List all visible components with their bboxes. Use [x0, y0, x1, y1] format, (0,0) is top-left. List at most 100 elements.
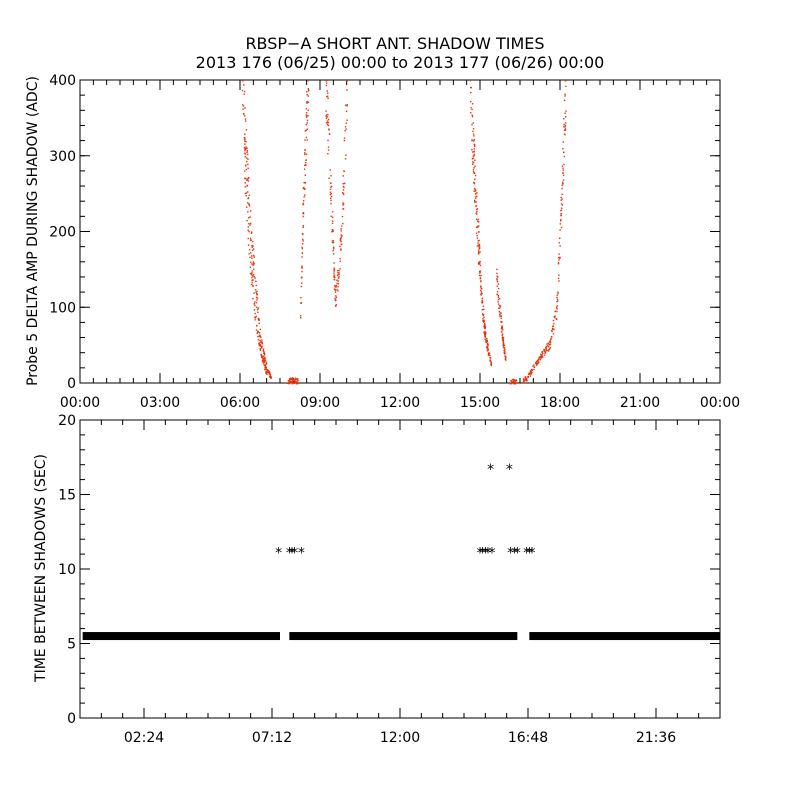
data-point — [553, 323, 555, 325]
data-point — [305, 136, 308, 139]
data-point — [306, 122, 308, 124]
data-point — [257, 331, 259, 334]
data-point — [245, 129, 248, 131]
data-point — [502, 346, 505, 348]
data-point — [248, 222, 250, 225]
data-point — [247, 158, 249, 160]
data-point — [497, 294, 499, 297]
data-point — [242, 105, 245, 107]
data-point — [257, 307, 260, 309]
data-point — [337, 272, 339, 274]
data-point — [256, 290, 258, 293]
data-point — [247, 244, 250, 246]
data-point — [306, 128, 308, 130]
data-point — [562, 174, 565, 177]
data-point — [302, 203, 304, 206]
data-point — [498, 304, 501, 307]
data-point — [249, 224, 251, 226]
data-point — [338, 273, 340, 276]
data-point — [511, 378, 514, 381]
data-point — [549, 339, 552, 341]
data-point — [496, 280, 499, 283]
data-point — [514, 380, 517, 382]
data-point — [473, 182, 476, 185]
data-point — [471, 158, 474, 160]
data-point — [483, 320, 485, 323]
data-point — [244, 156, 247, 158]
data-point: * — [485, 546, 492, 562]
data-point — [327, 152, 329, 155]
y-tick-label: 0 — [67, 376, 76, 392]
data-point — [247, 203, 250, 205]
data-point — [300, 285, 303, 288]
data-point — [527, 376, 529, 378]
data-point — [337, 285, 339, 288]
data-point — [303, 181, 305, 184]
data-point — [497, 287, 500, 290]
x-tick-label: 00:00 — [700, 395, 740, 411]
data-point — [552, 328, 554, 330]
data-point — [496, 268, 498, 271]
data-point — [331, 241, 334, 244]
data-point — [259, 334, 261, 336]
data-point — [340, 243, 343, 246]
data-point — [246, 206, 248, 208]
data-point — [300, 296, 302, 299]
data-point — [330, 186, 332, 188]
data-point — [264, 364, 266, 366]
data-point — [485, 339, 487, 341]
data-point — [557, 277, 560, 280]
data-point — [496, 278, 498, 280]
data-point — [304, 194, 306, 196]
data-point — [333, 272, 335, 274]
data-point — [345, 154, 347, 157]
data-point — [343, 182, 346, 185]
data-point — [248, 217, 250, 219]
data-point — [256, 308, 259, 311]
data-point — [244, 186, 247, 188]
data-point — [565, 110, 567, 112]
data-point — [301, 246, 303, 249]
data-point — [559, 223, 562, 225]
data-point — [473, 154, 475, 157]
data-point — [474, 188, 476, 191]
data-point — [301, 243, 304, 245]
data-point — [504, 357, 507, 359]
data-point — [471, 148, 473, 151]
data-point — [472, 140, 475, 142]
data-point — [497, 276, 499, 278]
data-point — [473, 135, 475, 137]
data-point — [499, 312, 501, 314]
data-point — [304, 130, 307, 132]
data-point — [541, 356, 543, 358]
data-point — [486, 348, 488, 350]
data-point — [296, 379, 299, 381]
data-point — [328, 129, 330, 131]
data-point — [250, 232, 253, 235]
data-point — [255, 284, 257, 287]
data-point — [471, 103, 474, 105]
data-point — [300, 277, 303, 279]
data-point — [549, 348, 551, 350]
data-point — [481, 308, 484, 311]
data-point — [552, 333, 555, 335]
data-point — [538, 356, 541, 359]
data-point — [470, 107, 472, 109]
data-point — [500, 315, 503, 317]
data-point — [342, 182, 345, 185]
data-point — [480, 280, 482, 283]
data-point — [263, 364, 266, 367]
data-point — [328, 177, 330, 180]
data-point — [481, 297, 484, 300]
data-point — [472, 128, 475, 130]
data-point — [557, 292, 559, 295]
data-point — [331, 216, 334, 218]
data-point — [251, 272, 253, 274]
data-point — [558, 257, 561, 259]
data-point — [557, 263, 560, 265]
data-point — [497, 298, 500, 301]
data-point — [332, 249, 334, 252]
data-point — [476, 210, 478, 213]
data-point — [562, 183, 564, 185]
data-point — [564, 129, 567, 131]
